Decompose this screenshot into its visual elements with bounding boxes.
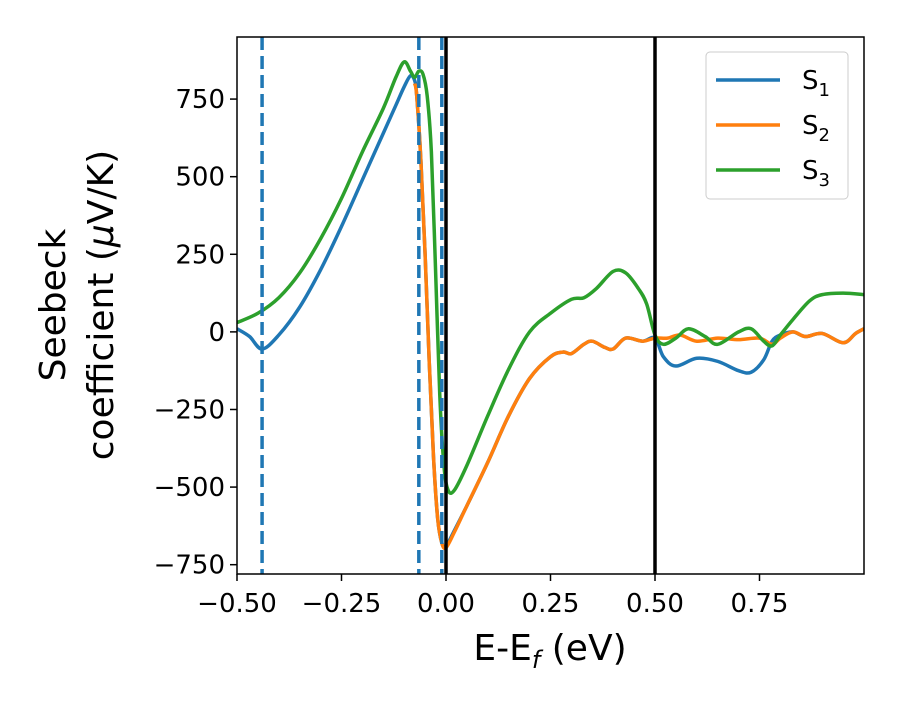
y-tick-label: 250	[175, 240, 225, 270]
y-axis-title-line2-end: V/K)	[81, 150, 122, 224]
y-axis-title-line2: coefficient (μV/K)	[81, 150, 122, 460]
x-axis-title-unit: (eV)	[540, 628, 626, 669]
legend-label-s1: S1	[802, 66, 830, 101]
x-tick-label: 0.00	[417, 589, 475, 619]
x-tick-label: 0.25	[522, 589, 580, 619]
x-axis-title: E-Ef (eV)	[473, 628, 626, 674]
y-axis-title-line2-start: coefficient (	[81, 247, 122, 460]
x-tick-label: −0.50	[197, 589, 277, 619]
legend-label-s2: S2	[802, 111, 830, 146]
x-tick-label: −0.25	[302, 589, 382, 619]
x-axis-title-main: E-E	[473, 628, 531, 669]
legend-label-s3: S3	[802, 156, 830, 191]
y-tick-label: 750	[175, 85, 225, 115]
axis-ticks: −0.50 −0.25 0.00 0.25 0.50 0.75 −750 −500 −250 0 2…	[154, 85, 789, 619]
y-tick-label: 500	[175, 163, 225, 193]
series-line-s3	[237, 60, 864, 495]
y-tick-label: −250	[154, 395, 225, 425]
x-tick-label: 0.50	[626, 589, 684, 619]
y-axis-title-mu: μ	[81, 224, 122, 248]
x-tick-label: 0.75	[731, 589, 789, 619]
legend: S1 S2 S3	[705, 51, 849, 200]
y-tick-label: −750	[154, 551, 225, 581]
plot-area	[237, 37, 864, 574]
y-tick-label: −500	[154, 473, 225, 503]
y-axis-title-line1: Seebeck	[33, 228, 74, 381]
y-tick-label: 0	[208, 318, 225, 348]
